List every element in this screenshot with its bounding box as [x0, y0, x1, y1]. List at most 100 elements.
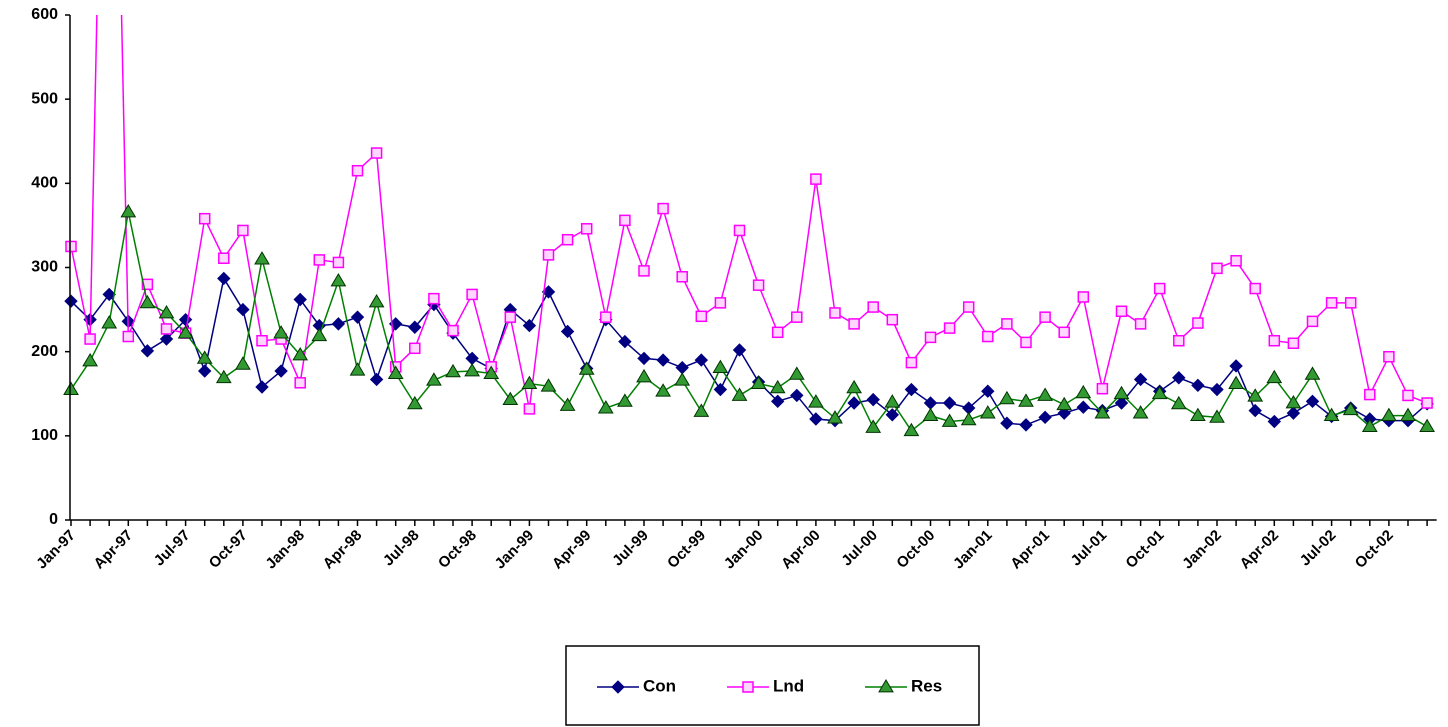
point: [1381, 407, 1397, 422]
point: [1038, 410, 1052, 425]
point: [523, 403, 536, 415]
y-tick-label: 400: [31, 175, 58, 192]
point: [1419, 418, 1435, 432]
x-tick-label: Oct-00: [893, 527, 938, 572]
point: [1058, 326, 1070, 339]
x-tick-label: Apr-99: [549, 527, 595, 573]
point: [408, 320, 422, 334]
point: [1361, 418, 1378, 432]
x-tick-label: Jan-00: [721, 527, 767, 573]
point: [542, 249, 555, 261]
point: [1229, 359, 1243, 373]
point: [292, 347, 309, 361]
point: [369, 372, 384, 387]
point: [1170, 395, 1187, 410]
point: [1191, 378, 1205, 393]
point: [521, 375, 538, 390]
y-tick-label: 600: [31, 6, 58, 23]
point: [829, 307, 841, 319]
point: [979, 405, 996, 419]
point: [1056, 396, 1073, 411]
point: [426, 372, 442, 386]
point: [960, 411, 977, 426]
point: [674, 372, 691, 386]
point: [197, 364, 212, 378]
point: [1075, 384, 1092, 399]
point: [1267, 414, 1282, 429]
point: [865, 419, 882, 433]
x-tick-label: Jul-00: [838, 527, 881, 570]
point: [1421, 397, 1433, 409]
series-line: [70, 15, 1428, 410]
point: [848, 318, 860, 330]
point: [750, 375, 767, 390]
series-line: [70, 276, 1428, 426]
point: [504, 311, 517, 323]
point: [1134, 318, 1147, 330]
point: [368, 294, 385, 308]
point: [64, 294, 78, 308]
point: [215, 369, 232, 384]
x-tick-label: Oct-99: [664, 527, 709, 572]
point: [657, 202, 669, 215]
point: [580, 223, 593, 235]
point: [922, 407, 939, 422]
point: [294, 377, 306, 389]
point: [867, 301, 879, 313]
point: [713, 382, 728, 397]
point: [982, 330, 994, 343]
point: [1247, 388, 1264, 402]
point: [331, 317, 346, 331]
point: [370, 147, 383, 159]
point: [578, 361, 595, 375]
point: [637, 351, 651, 366]
point: [559, 397, 576, 411]
point: [332, 256, 345, 269]
point: [1153, 282, 1166, 295]
x-tick-label: Jan-02: [1179, 527, 1225, 573]
point: [904, 382, 919, 397]
point: [1018, 393, 1034, 407]
point: [769, 379, 786, 394]
point: [406, 395, 423, 410]
point: [120, 203, 137, 218]
point: [638, 265, 650, 277]
point: [217, 271, 231, 286]
x-tick-label: Apr-00: [778, 527, 824, 573]
point: [676, 271, 688, 283]
point: [636, 368, 652, 383]
point: [349, 362, 366, 376]
point: [84, 333, 96, 345]
point: [1228, 375, 1244, 390]
point: [656, 353, 670, 367]
point: [923, 396, 938, 410]
point: [617, 393, 633, 407]
point: [1344, 297, 1357, 309]
point: [1019, 418, 1033, 432]
point: [101, 315, 118, 329]
point: [847, 396, 861, 410]
point: [903, 422, 920, 437]
point: [1210, 382, 1224, 397]
point: [1151, 385, 1168, 400]
point: [311, 327, 328, 342]
point: [1342, 401, 1359, 416]
point: [1077, 291, 1090, 303]
point: [752, 279, 765, 291]
point: [714, 297, 727, 309]
point: [962, 301, 975, 313]
point: [790, 388, 804, 403]
x-tick-label: Jul-97: [151, 527, 194, 570]
point: [675, 360, 689, 375]
x-tick-label: Jan-01: [950, 527, 996, 573]
point: [1132, 405, 1149, 419]
point: [1000, 416, 1014, 430]
point: [141, 278, 154, 291]
point: [330, 272, 347, 287]
point: [196, 350, 213, 364]
point: [1323, 407, 1340, 422]
point: [693, 403, 710, 417]
x-tick-label: Jan-99: [492, 527, 538, 573]
point: [866, 392, 880, 407]
